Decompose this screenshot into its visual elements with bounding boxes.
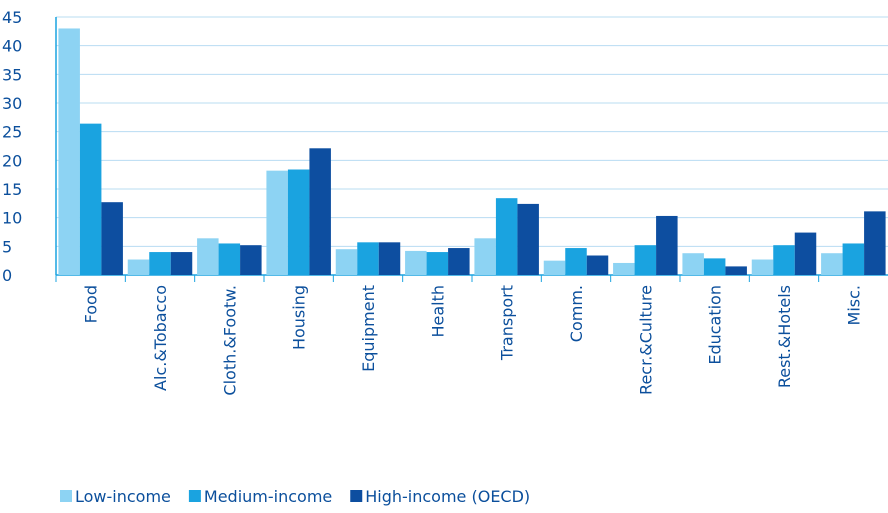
bar xyxy=(357,242,379,275)
bar xyxy=(794,232,817,275)
x-tick-label: Health xyxy=(428,285,447,338)
x-tick-label: Alc.&Tobacco xyxy=(151,285,170,391)
y-tick-label: 20 xyxy=(2,151,22,170)
legend-label: High-income (OECD) xyxy=(365,487,530,506)
x-tick-label: Transport xyxy=(498,285,517,361)
bar xyxy=(565,248,587,275)
y-tick-label: 0 xyxy=(2,266,12,285)
x-tick-label: Food xyxy=(82,285,101,323)
y-tick-label: 10 xyxy=(2,209,22,228)
bar xyxy=(543,260,566,275)
bar xyxy=(448,248,470,275)
bar xyxy=(613,262,635,275)
bar xyxy=(218,243,241,275)
y-tick-label: 5 xyxy=(2,237,12,256)
bar xyxy=(842,243,865,275)
legend-label: Low-income xyxy=(75,487,171,506)
legend-swatch xyxy=(188,490,201,502)
bar xyxy=(58,28,80,275)
bar xyxy=(240,245,262,275)
bar xyxy=(287,169,310,275)
bar xyxy=(586,255,609,275)
bar xyxy=(703,258,726,275)
bar xyxy=(821,253,843,275)
y-tick-label: 40 xyxy=(2,37,22,56)
bar xyxy=(309,148,331,275)
bar xyxy=(149,252,171,275)
legend-label: Medium-income xyxy=(204,487,332,506)
y-tick-label: 30 xyxy=(2,94,22,113)
bar xyxy=(656,215,678,275)
bar xyxy=(634,245,657,275)
bar xyxy=(773,245,795,275)
y-tick-label: 25 xyxy=(2,123,22,142)
bar xyxy=(405,250,427,275)
bar xyxy=(101,202,123,275)
bar xyxy=(474,238,496,275)
bar xyxy=(751,259,774,275)
legend-swatch xyxy=(60,490,72,502)
bar xyxy=(725,266,747,275)
bar xyxy=(266,170,288,275)
x-tick-label: Rest.&Hotels xyxy=(775,285,794,388)
x-tick-label: Recr.&Culture xyxy=(636,285,655,395)
x-tick-label: Equipment xyxy=(359,285,378,372)
y-tick-label: 35 xyxy=(2,65,22,84)
bar xyxy=(495,198,518,275)
bar xyxy=(864,211,886,275)
bar xyxy=(426,252,449,275)
x-tick-label: Education xyxy=(706,285,725,365)
x-tick-label: Comm. xyxy=(567,285,586,342)
y-tick-label: 45 xyxy=(2,8,22,27)
bar xyxy=(517,203,539,275)
legend-swatch xyxy=(350,490,363,502)
x-tick-label: Cloth.&Footw. xyxy=(220,285,239,396)
bar xyxy=(170,252,193,275)
x-tick-label: Misc. xyxy=(844,285,863,325)
bar xyxy=(197,238,219,275)
bar xyxy=(378,242,401,275)
bar xyxy=(127,259,150,275)
bar xyxy=(335,249,358,275)
x-tick-label: Housing xyxy=(290,285,309,350)
bar xyxy=(79,123,102,275)
y-tick-label: 15 xyxy=(2,180,22,199)
bar xyxy=(682,253,704,275)
